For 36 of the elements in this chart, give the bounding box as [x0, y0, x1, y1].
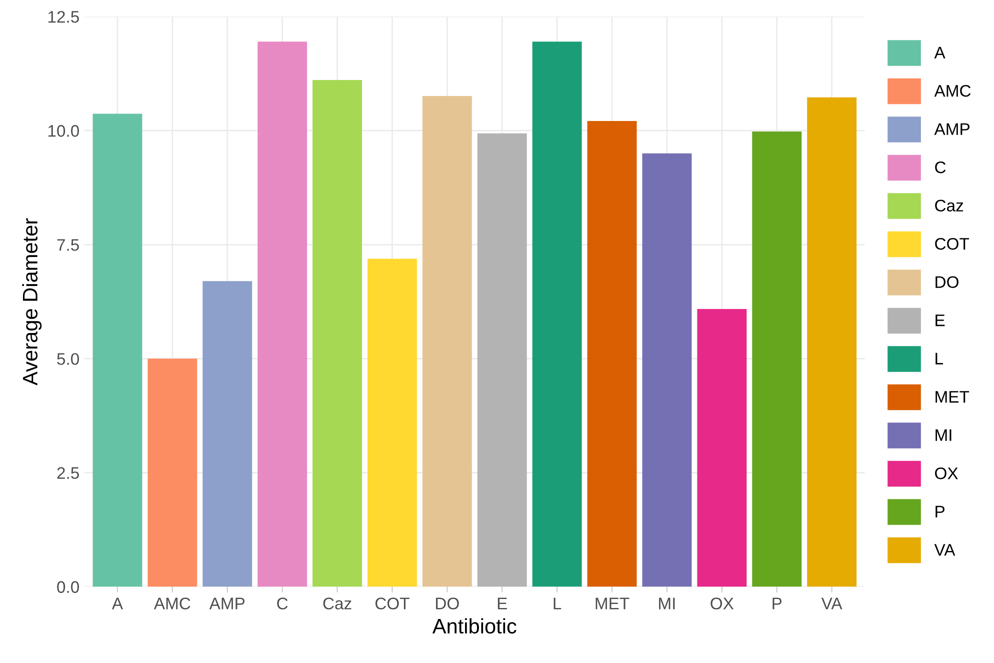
- legend-label: AMC: [934, 84, 971, 97]
- legend-label: OX: [935, 467, 958, 480]
- x-tick-label: P: [772, 598, 782, 610]
- x-tick-label: A: [112, 598, 123, 610]
- x-tick-label: C: [277, 598, 288, 610]
- legend-label: VA: [934, 544, 956, 556]
- x-tick-label: Caz: [323, 598, 352, 610]
- y-tick-label: 0.0: [57, 581, 79, 593]
- x-tick-label: L: [554, 598, 562, 610]
- y-axis-title: Average Diameter: [22, 218, 42, 386]
- x-tick-label: DO: [436, 598, 459, 610]
- legend-label: DO: [936, 276, 958, 288]
- legend-label: MET: [936, 391, 970, 403]
- x-tick-label: OX: [710, 598, 734, 610]
- x-tick-label: MET: [596, 598, 630, 610]
- x-tick-label: AMP: [209, 598, 245, 610]
- legend-label: P: [936, 506, 944, 518]
- legend-label: E: [936, 314, 945, 326]
- x-tick-label: MI: [659, 598, 675, 610]
- legend-label: C: [935, 161, 946, 174]
- x-tick-label: COT: [375, 598, 410, 610]
- legend-label: L: [936, 352, 943, 364]
- legend-label: Caz: [935, 200, 964, 212]
- x-axis-title: Antibiotic: [432, 618, 516, 634]
- y-tick-label: 2.5: [57, 467, 79, 479]
- x-tick-label: AMC: [154, 598, 190, 610]
- legend-label: AMP: [934, 123, 970, 135]
- x-tick-label: E: [498, 598, 507, 610]
- legend-label: MI: [936, 429, 952, 441]
- legend-label: A: [934, 46, 946, 58]
- legend-label: COT: [935, 238, 970, 250]
- x-tick-label: VA: [821, 598, 842, 610]
- y-tick-label: 5.0: [57, 353, 79, 365]
- y-tick-label: 10.0: [48, 125, 79, 137]
- y-tick-label: 7.5: [57, 239, 79, 251]
- y-tick-label: 12.5: [48, 10, 79, 23]
